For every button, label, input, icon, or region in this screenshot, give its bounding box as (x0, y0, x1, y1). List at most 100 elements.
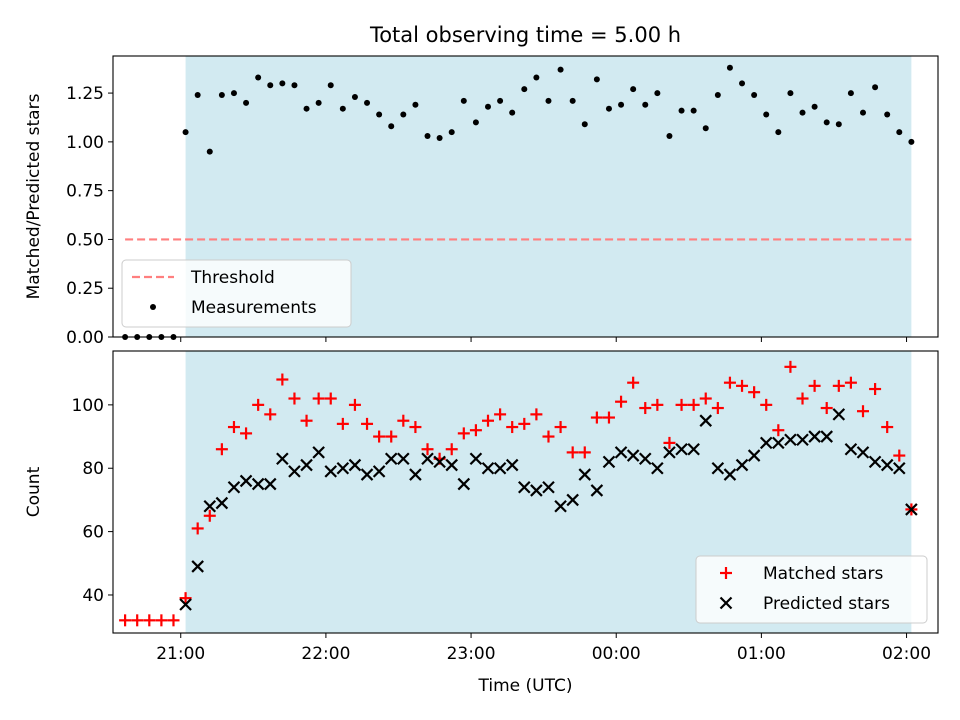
bottom-predicted-point (215, 496, 229, 510)
top-measurement-point (654, 90, 661, 97)
bottom-predicted-point (663, 446, 676, 459)
top-measurement-point (497, 97, 504, 104)
bottom-predicted-point (844, 442, 858, 456)
top-y-tick-label: 0.75 (66, 182, 104, 202)
bottom-matched-point (288, 392, 301, 405)
top-measurement-point (860, 109, 866, 116)
bottom-predicted-point (614, 446, 628, 459)
bottom-matched-point (409, 421, 422, 434)
bottom-predicted-point (675, 442, 688, 456)
top-measurement-point (267, 82, 274, 89)
bottom-matched-point (627, 376, 640, 389)
top-measurement-point (799, 109, 806, 116)
top-measurement-point (642, 101, 649, 108)
top-measurement-point (485, 103, 491, 110)
bottom-x-tick-label: 23:00 (447, 644, 496, 664)
top-measurement-point (678, 107, 685, 114)
bottom-matched-point (772, 424, 785, 437)
bottom-matched-point (421, 443, 434, 456)
bottom-matched-point (336, 417, 349, 430)
top-measurement-point (194, 92, 201, 99)
legend-threshold-label: Threshold (190, 268, 275, 288)
bottom-matched-point (723, 376, 736, 389)
bottom-predicted-point (179, 598, 192, 611)
top-measurement-point (690, 107, 697, 114)
chart-title: Total observing time = 5.00 h (369, 23, 681, 47)
bottom-predicted-point (832, 408, 846, 421)
bottom-matched-point (252, 398, 265, 411)
bottom-matched-point (566, 446, 579, 459)
bottom-predicted-point (300, 458, 313, 472)
bottom-predicted-point (360, 468, 374, 481)
top-measurement-point (472, 119, 479, 126)
top-measurement-point (206, 148, 213, 155)
bottom-matched-point (881, 421, 894, 434)
bottom-matched-point (324, 392, 337, 405)
bottom-matched-point (397, 414, 410, 427)
top-measurement-point (545, 97, 552, 104)
top-legend-box (121, 259, 352, 328)
bottom-matched-point (227, 421, 240, 434)
bottom-predicted-point (348, 458, 362, 472)
bottom-predicted-point (808, 430, 821, 443)
top-measurement-point (315, 99, 322, 106)
bottom-matched-point (264, 408, 277, 421)
bottom-matched-point (808, 379, 821, 392)
top-measurement-point (618, 101, 625, 108)
bottom-matched-point (530, 408, 543, 421)
bottom-predicted-point (578, 468, 592, 481)
top-measurement-point (400, 111, 407, 118)
bottom-matched-point (844, 376, 857, 389)
bottom-predicted-point (784, 433, 797, 446)
bottom-predicted-point (409, 468, 422, 481)
bottom-matched-point (361, 417, 374, 430)
bottom-matched-point (711, 402, 724, 415)
top-measurement-point (376, 111, 383, 118)
bottom-matched-point (131, 614, 144, 627)
top-measurement-point (775, 129, 782, 136)
bottom-matched-point (385, 430, 398, 443)
bottom-x-tick-label: 21:00 (156, 644, 205, 664)
top-measurement-point (424, 133, 431, 140)
top-y-tick-label: 1.00 (66, 133, 104, 153)
top-measurement-point (339, 105, 346, 112)
top-panel: 0.00 0.25 0.50 0.75 1.00 1.25 Threshold Measure… (66, 55, 939, 348)
top-measurement-point (388, 123, 395, 130)
bottom-matched-point (820, 402, 833, 415)
bottom-predicted-point (469, 452, 483, 466)
bottom-x-tick-label: 01:00 (737, 644, 786, 664)
bottom-matched-point (482, 414, 494, 427)
bottom-matched-point (191, 522, 204, 535)
top-measurement-point (896, 129, 903, 136)
bottom-y-tick-label: 40 (82, 586, 104, 606)
bottom-matched-point (687, 398, 700, 411)
top-measurement-point (533, 74, 540, 81)
bottom-matched-point (494, 408, 507, 421)
bottom-matched-point (119, 614, 132, 627)
top-measurement-point (726, 64, 733, 71)
bottom-matched-point (348, 398, 361, 411)
bottom-legend: Matched stars Predicted stars (695, 555, 928, 624)
top-measurement-point (557, 66, 564, 73)
bottom-predicted-point (263, 477, 277, 491)
bottom-matched-point (748, 386, 761, 399)
bottom-matched-point (179, 592, 192, 605)
bottom-y-tick-label: 100 (72, 396, 104, 416)
bottom-matched-point (736, 379, 749, 392)
bottom-predicted-point (372, 465, 386, 478)
top-legend: Threshold Measurements (121, 259, 352, 328)
x-axis-label: Time (UTC) (478, 676, 573, 696)
bottom-matched-point (832, 379, 845, 392)
bottom-predicted-point (397, 452, 410, 466)
top-measurement-point (823, 119, 830, 126)
bottom-y-tick-label: 60 (82, 523, 104, 543)
bottom-predicted-point (203, 499, 217, 513)
bottom-predicted-point (276, 452, 289, 466)
top-measurement-point (230, 90, 237, 97)
bottom-matched-point (469, 424, 482, 437)
bottom-predicted-point (893, 461, 906, 475)
bottom-y-axis-label: Count (24, 466, 44, 517)
bottom-matched-point (784, 360, 797, 373)
bottom-predicted-point (227, 480, 241, 494)
top-measurement-point (509, 109, 516, 116)
